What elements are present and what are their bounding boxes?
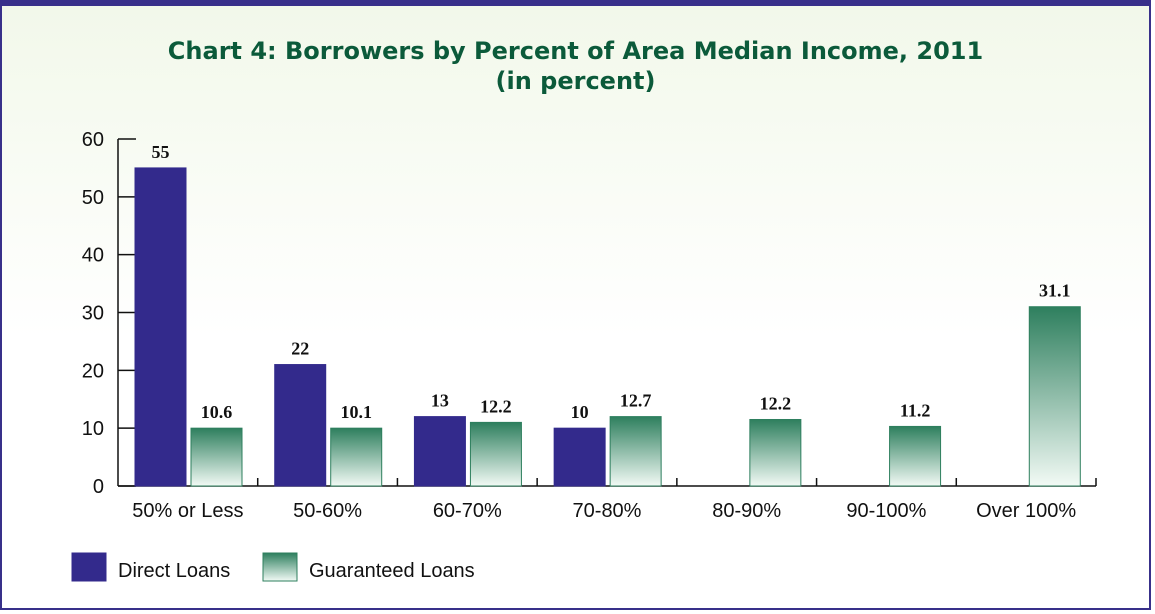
y-tick-label: 50 <box>82 187 104 209</box>
bars <box>134 167 1081 487</box>
data-label: 12.2 <box>760 393 792 413</box>
guaranteed-loans-bar <box>190 427 243 487</box>
data-label: 31.1 <box>1039 281 1071 301</box>
direct-loans-bar <box>553 427 606 487</box>
direct-loans-bar <box>274 364 327 487</box>
y-tick-label: 20 <box>82 360 104 382</box>
direct-loans-bar <box>134 167 187 487</box>
y-tick-label: 40 <box>82 245 104 267</box>
legend: Direct Loans Guaranteed Loans <box>71 552 475 582</box>
legend-direct-loans-label: Direct Loans <box>118 560 230 582</box>
axes <box>117 138 1097 487</box>
chart-title-line2: (in percent) <box>495 67 656 95</box>
data-label: 12.2 <box>480 396 512 416</box>
legend-guaranteed-loans-label: Guaranteed Loans <box>309 560 475 582</box>
chart-title: Chart 4: Borrowers by Percent of Area Me… <box>2 36 1149 96</box>
x-category-label: 80-90% <box>712 500 781 522</box>
x-category-label: 70-80% <box>573 500 642 522</box>
data-label: 11.2 <box>900 400 931 420</box>
data-label: 55 <box>152 142 170 162</box>
guaranteed-loans-bar <box>1028 306 1081 487</box>
y-tick-label: 30 <box>82 303 104 325</box>
x-category-label: 60-70% <box>433 500 502 522</box>
guaranteed-loans-bar <box>609 416 662 487</box>
data-label: 12.7 <box>620 391 652 411</box>
guaranteed-loans-bar <box>889 425 942 487</box>
direct-loans-bar <box>413 416 466 487</box>
guaranteed-loans-bar <box>330 427 383 487</box>
guaranteed-loans-bar <box>469 421 522 487</box>
y-tick-label: 10 <box>82 418 104 440</box>
y-tick-label: 0 <box>93 476 104 498</box>
chart-title-line1: Chart 4: Borrowers by Percent of Area Me… <box>167 37 984 65</box>
x-category-label: 50-60% <box>293 500 362 522</box>
data-label: 13 <box>431 391 449 411</box>
legend-guaranteed-loans-swatch <box>262 552 298 582</box>
data-label: 10 <box>571 402 589 422</box>
data-label: 10.1 <box>340 402 372 422</box>
data-label: 10.6 <box>201 402 233 422</box>
x-category-label: 50% or Less <box>132 500 243 522</box>
legend-direct-loans-swatch <box>71 552 107 582</box>
labels: 0 10 20 30 40 50 60 50% or Less 50-60% 60-70% 70-8… <box>82 129 1077 522</box>
guaranteed-loans-bar <box>749 418 802 487</box>
x-category-label: Over 100% <box>976 500 1076 522</box>
y-tick-label: 60 <box>82 129 104 151</box>
data-label: 22 <box>291 339 309 359</box>
x-category-label: 90-100% <box>846 500 926 522</box>
